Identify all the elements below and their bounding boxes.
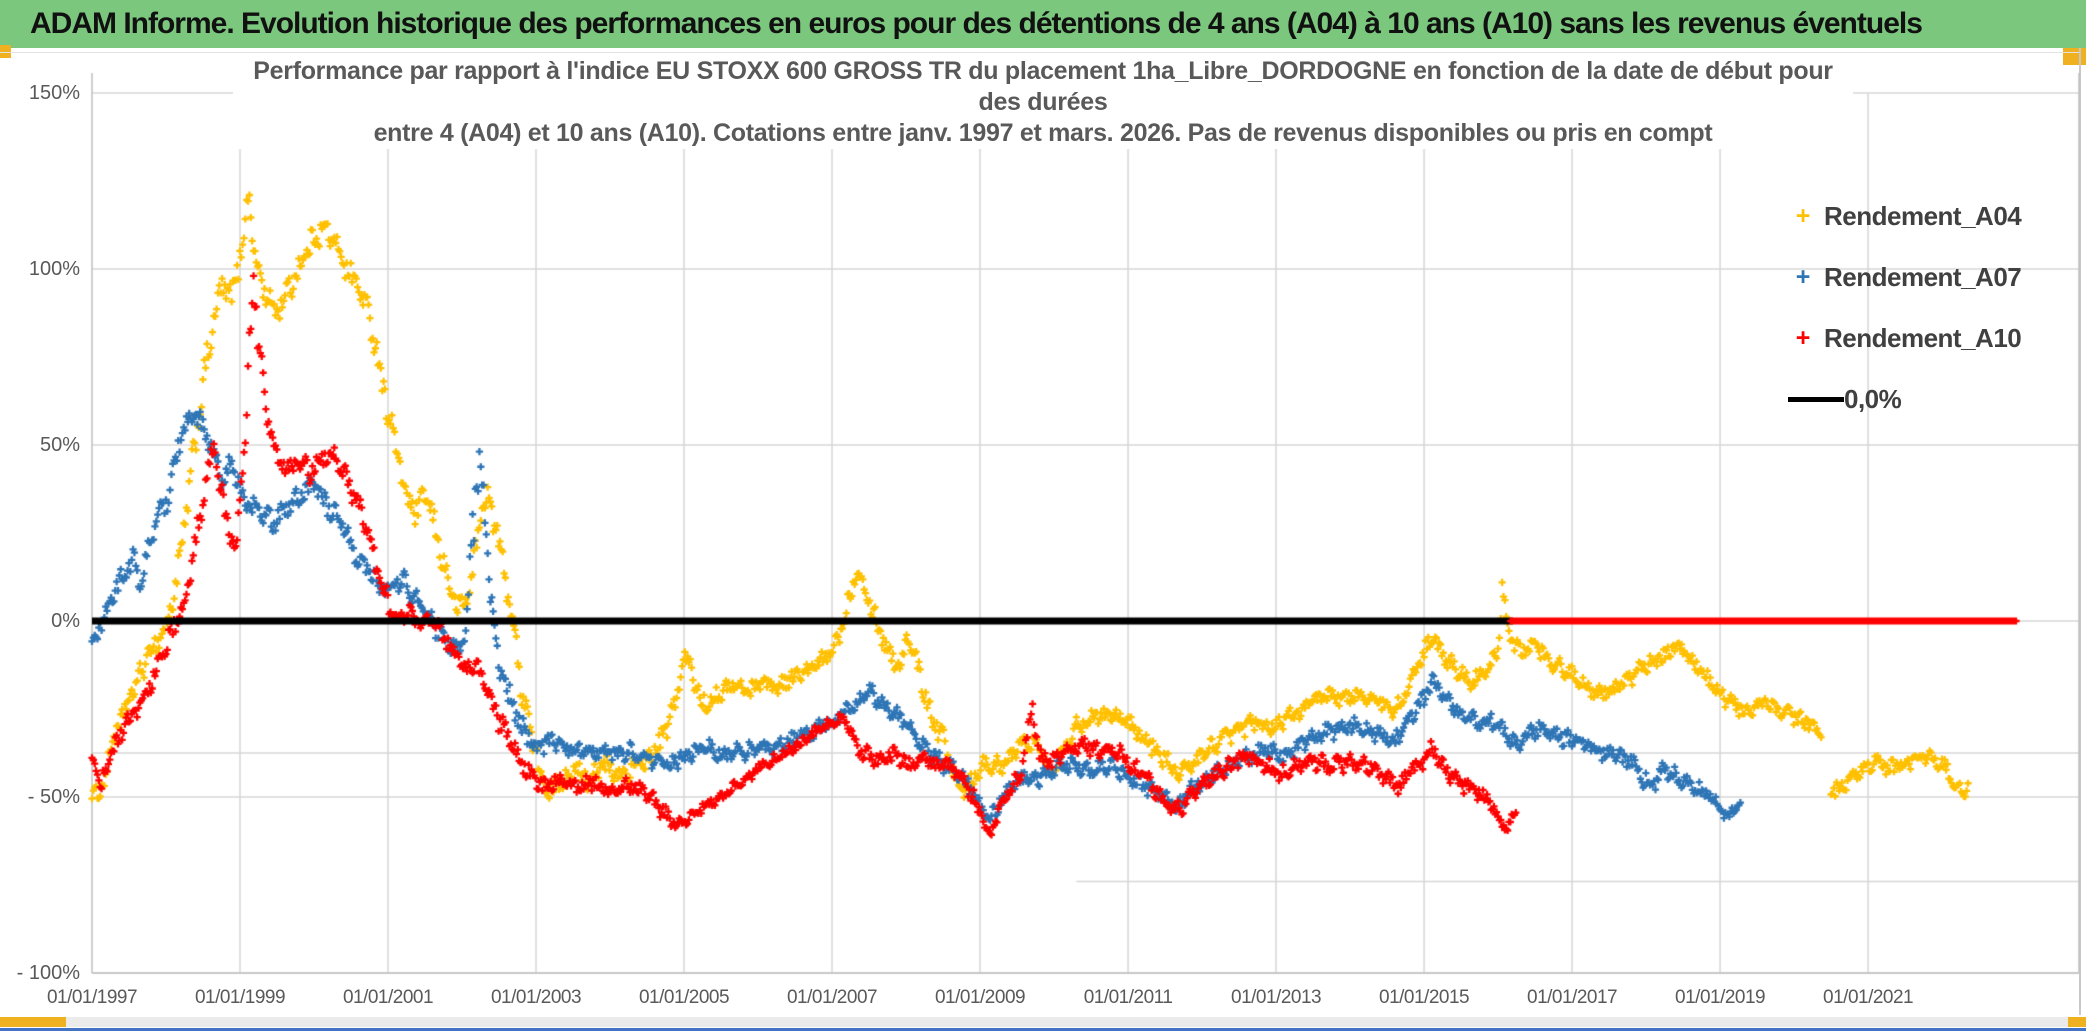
x-axis-label-2017: 01/01/2017	[1527, 987, 1618, 1008]
chart-legend: + Rendement_A04 + Rendement_A07 + Rendem…	[1782, 186, 2082, 430]
plus-marker-icon: +	[1795, 324, 1811, 352]
legend-item-zero-line[interactable]: 0,0%	[1782, 369, 2082, 430]
x-axis-label-2021: 01/01/2021	[1823, 987, 1914, 1008]
scrollbar-track[interactable]	[0, 1017, 2086, 1027]
x-axis-label-2019: 01/01/2019	[1675, 987, 1766, 1008]
x-axis-label-1997: 01/01/1997	[46, 987, 138, 1008]
y-axis-label-50: 50%	[39, 434, 80, 456]
scrollbar-thumb-right[interactable]	[2068, 1017, 2086, 1027]
x-axis-label-2011: 01/01/2011	[1083, 987, 1173, 1008]
x-axis-label-2009: 01/01/2009	[934, 987, 1026, 1008]
plus-marker-icon: +	[1795, 202, 1811, 230]
x-axis-label-2003: 01/01/2003	[490, 987, 582, 1008]
legend-label: Rendement_A07	[1824, 262, 2022, 292]
y-axis-label-0: 0%	[51, 610, 80, 632]
scrollbar-thumb-left[interactable]	[0, 1017, 66, 1027]
x-axis-label-2005: 01/01/2005	[638, 987, 730, 1008]
chart-title: Performance par rapport à l'indice EU ST…	[233, 56, 1853, 149]
chart-title-line-2: entre 4 (A04) et 10 ans (A10). Cotations…	[373, 119, 1713, 147]
x-axis-label-2013: 01/01/2013	[1231, 987, 1322, 1008]
bottom-scrollbar[interactable]	[0, 1015, 2086, 1031]
chart-title-line-1: Performance par rapport à l'indice EU ST…	[253, 57, 1833, 116]
y-axis-label-neg50: - 50%	[27, 786, 80, 808]
y-axis-label-150: 150%	[28, 82, 80, 104]
zero-line-icon	[1788, 397, 1844, 402]
window-edge	[0, 1028, 2086, 1031]
legend-label: 0,0%	[1844, 384, 1902, 414]
x-axis-label-1999: 01/01/1999	[194, 987, 286, 1008]
y-axis-label-neg100: - 100%	[16, 962, 80, 984]
y-axis-label-100: 100%	[28, 258, 80, 280]
legend-item-a07[interactable]: + Rendement_A07	[1782, 247, 2082, 308]
x-axis-label-2015: 01/01/2015	[1379, 987, 1470, 1008]
plus-marker-icon: +	[1795, 263, 1811, 291]
legend-item-a10[interactable]: + Rendement_A10	[1782, 308, 2082, 369]
legend-item-a04[interactable]: + Rendement_A04	[1782, 186, 2082, 247]
x-axis-label-2001: 01/01/2001	[342, 987, 434, 1008]
x-axis-label-2007: 01/01/2007	[786, 987, 878, 1008]
legend-label: Rendement_A04	[1824, 201, 2022, 231]
legend-label: Rendement_A10	[1824, 323, 2022, 353]
